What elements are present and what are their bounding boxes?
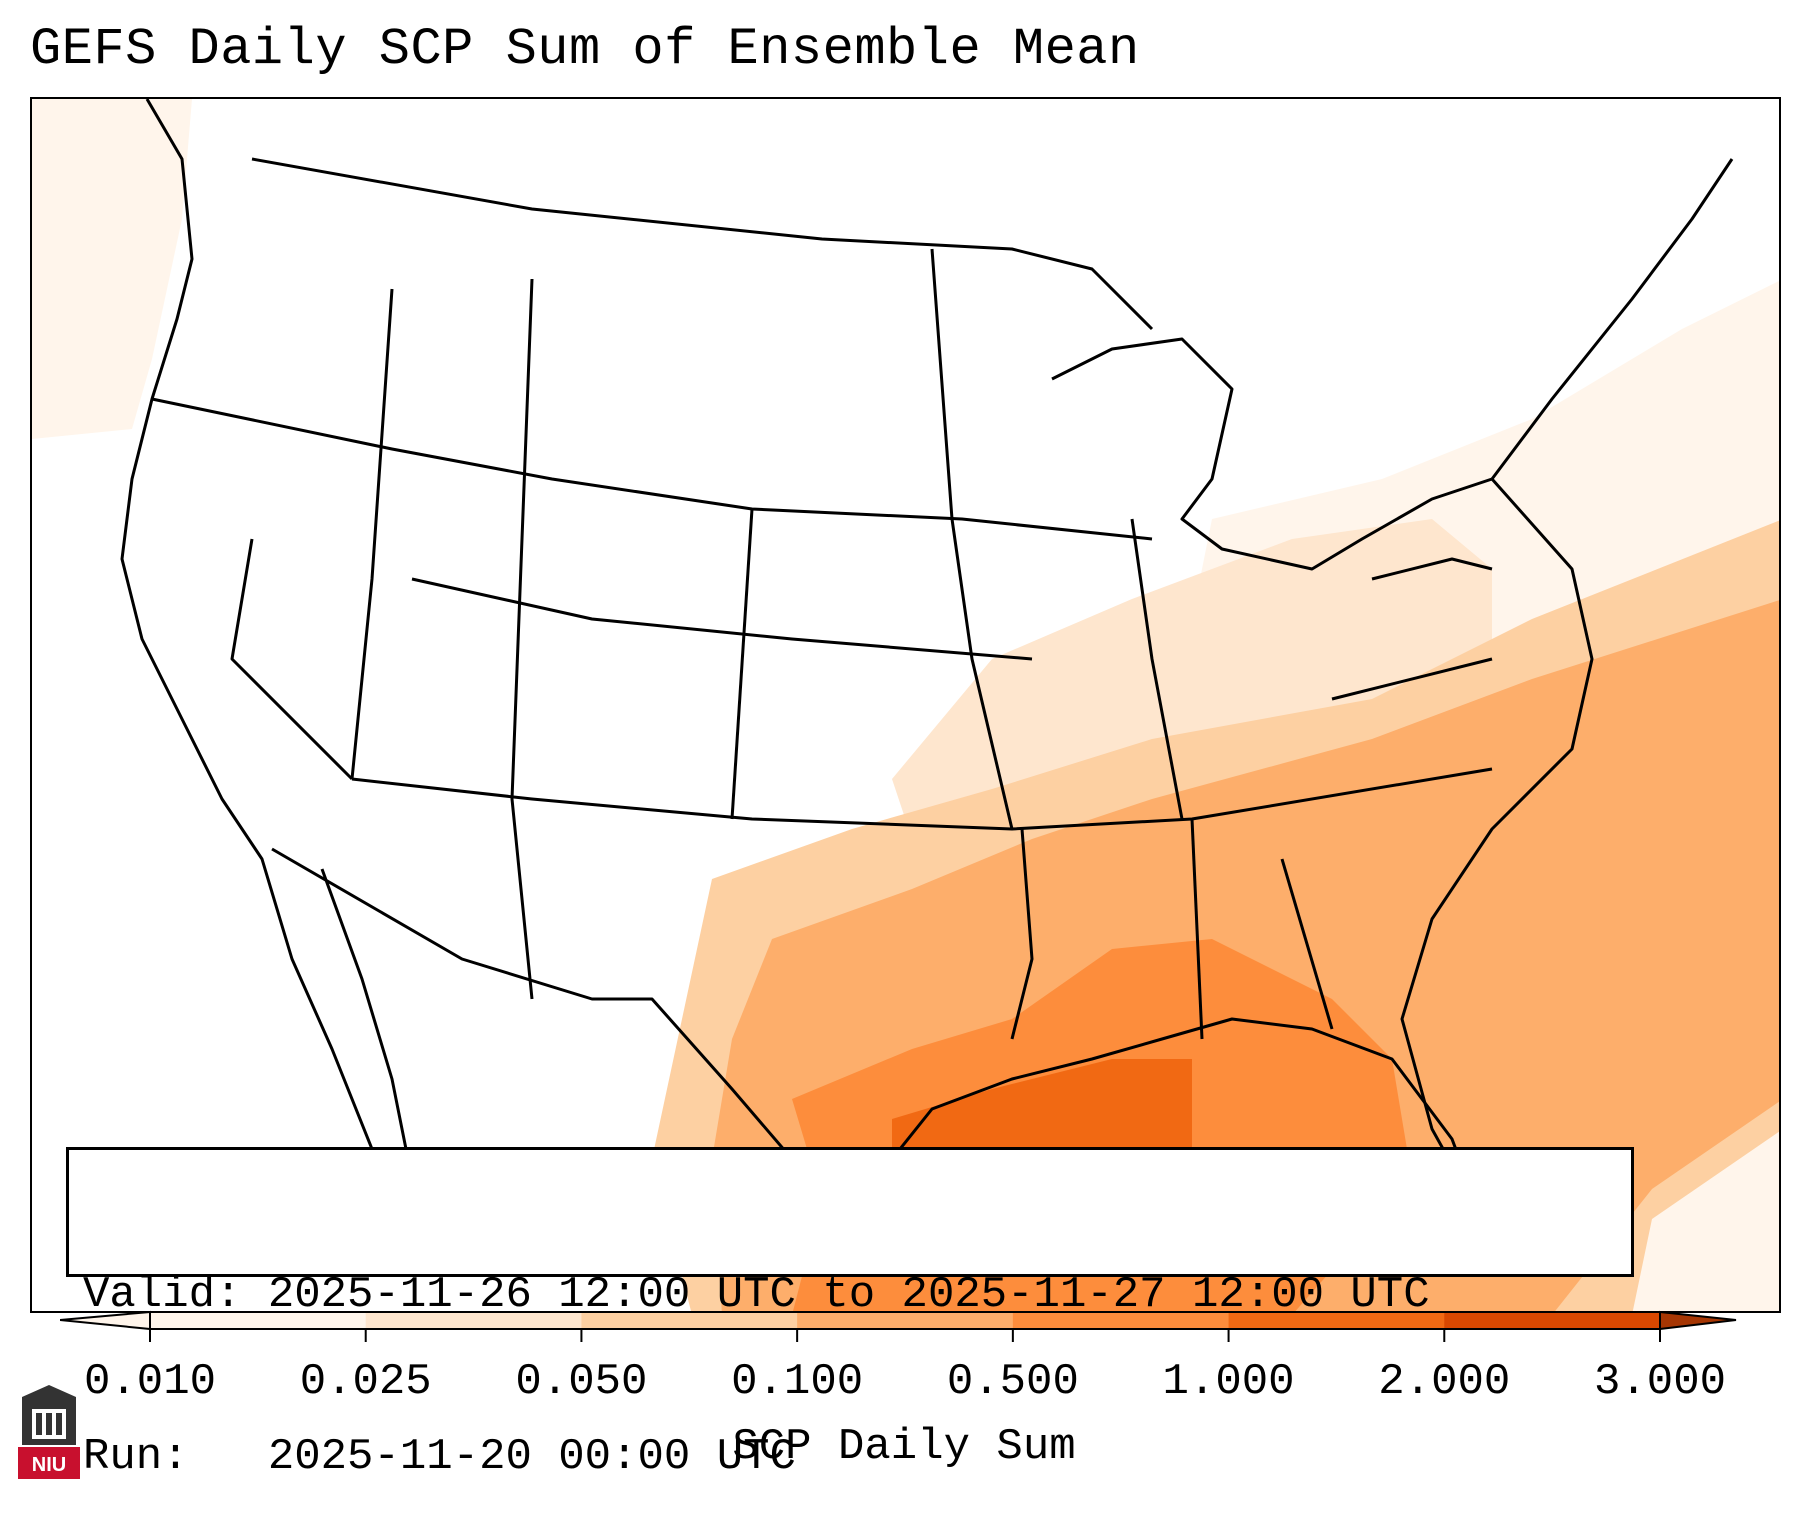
colorbar-segment [1444,1312,1661,1329]
map-outlines [120,99,1734,1260]
colorbar-tick-label: 0.050 [515,1357,648,1407]
page-title: GEFS Daily SCP Sum of Ensemble Mean [30,20,1140,79]
state-line-2 [411,577,1033,661]
shade-ohio-valley [892,519,1492,839]
colorbar-left-extension [60,1310,151,1331]
state-line-8 [510,278,534,1000]
logo-text: NIU [32,1454,66,1476]
state-line-12 [230,538,354,781]
state-line-1 [151,397,1153,541]
colorbar-segment [1012,1312,1230,1329]
valid-info-box: Valid: 2025-11-26 12:00 UTC to 2025-11-2… [66,1147,1634,1482]
state-line-5 [1190,818,1204,1040]
scp-shading [32,99,1779,1311]
colorbar-segment [1228,1312,1445,1329]
niu-logo: NIU [18,1385,80,1479]
state-line-3 [351,767,1493,831]
colorbar-segment [365,1312,582,1329]
canada-border [251,157,1154,331]
colorbar-tick-label: 0.100 [731,1357,864,1407]
colorbar-right-extension [1659,1310,1737,1331]
gulf-coast [880,1017,1484,1260]
state-line-14 [1371,557,1493,581]
map-canvas [32,99,1779,1311]
colorbar-segment [797,1312,1014,1329]
coastline-west [120,99,404,1250]
colorbar-title: SCP Daily Sum [732,1422,1076,1472]
colorbar-ticks [149,1329,1661,1342]
colorbar-tick-label: 3.000 [1593,1357,1727,1407]
northeast-coast [1490,158,1734,480]
map-panel [30,97,1781,1313]
shade-west-coast [32,99,192,439]
colorbar [60,1310,1737,1342]
colorbar-segment [150,1312,367,1329]
state-line-13 [1331,657,1493,701]
colorbar-tick-label: 0.025 [299,1357,432,1407]
colorbar-segment [581,1312,798,1329]
state-line-6 [1280,858,1334,1030]
colorbar-tick-label: 0.010 [83,1357,217,1407]
state-line-4 [1010,828,1034,1040]
east-coast [1400,478,1594,1220]
logo-banner [18,1447,80,1479]
state-line-11 [350,288,394,780]
great-lakes [1051,337,1493,571]
colorbar-segments [150,1312,1661,1329]
colorbar-tick-label: 0.500 [946,1357,1079,1407]
colorbar-border [149,1311,1661,1330]
baja [320,868,414,1180]
colorbar-tick-label: 1.000 [1162,1357,1295,1407]
state-line-9 [930,248,1014,830]
run-line: Run: 2025-11-20 00:00 UTC [83,1432,796,1482]
state-line-10 [1130,518,1184,820]
state-line-7 [730,508,754,820]
colorbar-tick-label: 2.000 [1378,1357,1511,1407]
